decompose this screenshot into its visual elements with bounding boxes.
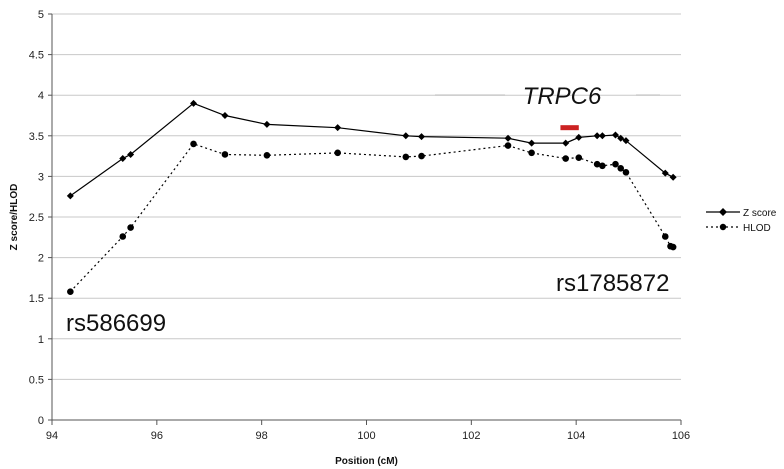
data-point-z-score [528, 139, 536, 147]
data-point-z-score [334, 124, 342, 132]
series-layer [66, 99, 677, 296]
y-axis-ticks: 0 0.5 1 1.5 2 2.5 3 3.5 4 4.5 5 [29, 9, 52, 427]
data-point-hlod [402, 153, 410, 161]
data-point-z-score [669, 173, 677, 181]
y-tick-label: 2 [38, 253, 44, 265]
data-point-z-score [617, 134, 625, 142]
annotation-rs1785872: rs1785872 [556, 270, 669, 297]
y-tick-label: 5 [38, 9, 44, 21]
data-point-z-score [66, 192, 74, 200]
x-tick-label: 96 [151, 430, 163, 442]
data-point-z-score [402, 132, 410, 140]
gene-location-bar [560, 125, 579, 131]
data-point-hlod [669, 243, 677, 251]
y-tick-label: 3.5 [29, 131, 44, 143]
legend-marker-hlod [719, 223, 727, 231]
legend: Z score HLOD [706, 208, 777, 234]
data-point-z-score [504, 134, 512, 142]
legend-marker-z-score [719, 208, 727, 216]
legend-label-hlod: HLOD [743, 223, 771, 234]
data-point-hlod [127, 224, 134, 231]
data-point-z-score [575, 133, 583, 141]
x-tick-label: 106 [672, 430, 690, 442]
gridlines [52, 13, 681, 380]
data-point-z-score [562, 139, 570, 147]
y-tick-label: 3 [38, 171, 44, 183]
x-tick-label: 100 [357, 430, 375, 442]
data-point-hlod [617, 164, 625, 172]
annotation-rs586699: rs586699 [66, 310, 166, 337]
data-point-z-score [263, 120, 271, 128]
y-tick-label: 1 [38, 334, 44, 346]
data-point-z-score [418, 133, 426, 141]
data-point-hlod [612, 160, 619, 168]
data-point-hlod [119, 233, 127, 240]
y-tick-label: 4 [38, 90, 44, 102]
data-point-hlod [67, 288, 74, 296]
data-point-hlod [575, 154, 583, 162]
data-point-z-score [127, 150, 135, 158]
y-tick-label: 2.5 [29, 212, 44, 224]
data-point-hlod [661, 233, 669, 240]
data-point-hlod [221, 151, 229, 158]
y-tick-label: 4.5 [29, 50, 44, 62]
legend-item-hlod: HLOD [706, 223, 771, 234]
y-axis-title: Z score/HLOD [9, 184, 20, 251]
series-line-z-score [69, 102, 674, 197]
data-point-hlod [562, 155, 569, 162]
x-axis-ticks: 94 96 98 100 102 104 106 [46, 420, 690, 442]
legend-item-z-score: Z score [706, 208, 777, 219]
y-tick-label: 0 [38, 415, 44, 427]
data-point-z-score [661, 169, 669, 177]
x-tick-label: 94 [46, 430, 58, 442]
data-point-z-score [598, 132, 606, 140]
x-axis-title: Position (cM) [335, 456, 398, 467]
data-point-hlod [190, 140, 197, 148]
data-point-z-score [190, 99, 198, 107]
data-point-z-score [221, 112, 229, 119]
data-point-hlod [528, 149, 535, 157]
data-point-z-score [611, 131, 619, 139]
annotation-trpc6: TRPC6 [523, 83, 602, 110]
x-tick-label: 104 [567, 430, 585, 442]
y-tick-label: 0.5 [29, 374, 44, 386]
data-point-hlod [334, 149, 341, 157]
x-tick-label: 102 [462, 430, 480, 442]
y-tick-label: 1.5 [29, 293, 44, 305]
x-tick-label: 98 [256, 430, 268, 442]
data-point-z-score [622, 137, 630, 145]
data-point-hlod [418, 152, 425, 160]
data-point-hlod [599, 162, 606, 170]
data-point-hlod [504, 142, 512, 149]
data-point-hlod [593, 160, 601, 168]
data-point-z-score [119, 155, 127, 163]
data-point-hlod [622, 169, 630, 176]
data-point-z-score [593, 132, 601, 140]
legend-label-z-score: Z score [743, 208, 777, 219]
data-point-hlod [263, 151, 271, 159]
